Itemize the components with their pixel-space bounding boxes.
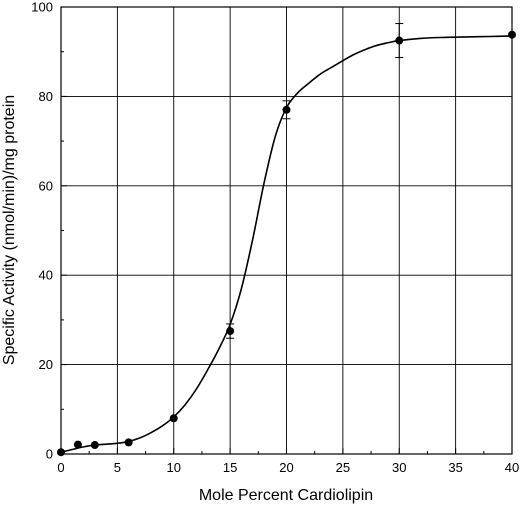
data-point — [90, 441, 99, 450]
x-tick-label: 40 — [505, 460, 519, 475]
data-point — [226, 327, 235, 336]
data-points — [57, 30, 516, 457]
x-tick-label: 15 — [223, 460, 237, 475]
data-point — [282, 105, 291, 114]
data-point — [57, 448, 65, 457]
y-axis-title: Specific Activity (nmol/min)/mg protein — [1, 95, 18, 365]
data-point — [169, 414, 178, 423]
data-point — [395, 36, 404, 45]
x-tick-label: 35 — [448, 460, 462, 475]
y-tick-label: 40 — [39, 268, 53, 283]
gridlines — [61, 7, 512, 454]
x-tick-label: 5 — [114, 460, 121, 475]
y-tick-labels: 0 20 40 60 80 100 — [31, 0, 53, 462]
y-tick-label: 60 — [39, 178, 53, 193]
x-tick-label: 30 — [392, 460, 406, 475]
data-point — [124, 438, 133, 447]
x-tick-labels: 0 5 10 15 20 25 30 35 40 — [57, 460, 519, 475]
data-point — [73, 440, 82, 449]
y-tick-label: 80 — [39, 89, 53, 104]
x-tick-label: 0 — [57, 460, 64, 475]
data-point — [508, 30, 516, 39]
x-tick-label: 25 — [336, 460, 350, 475]
x-tick-label: 10 — [167, 460, 181, 475]
x-tick-label: 20 — [279, 460, 293, 475]
y-tick-label: 0 — [46, 447, 53, 462]
x-axis-title: Mole Percent Cardiolipin — [199, 487, 373, 504]
error-bars — [226, 23, 404, 339]
y-tick-label: 20 — [39, 357, 53, 372]
y-tick-label: 100 — [31, 0, 53, 15]
